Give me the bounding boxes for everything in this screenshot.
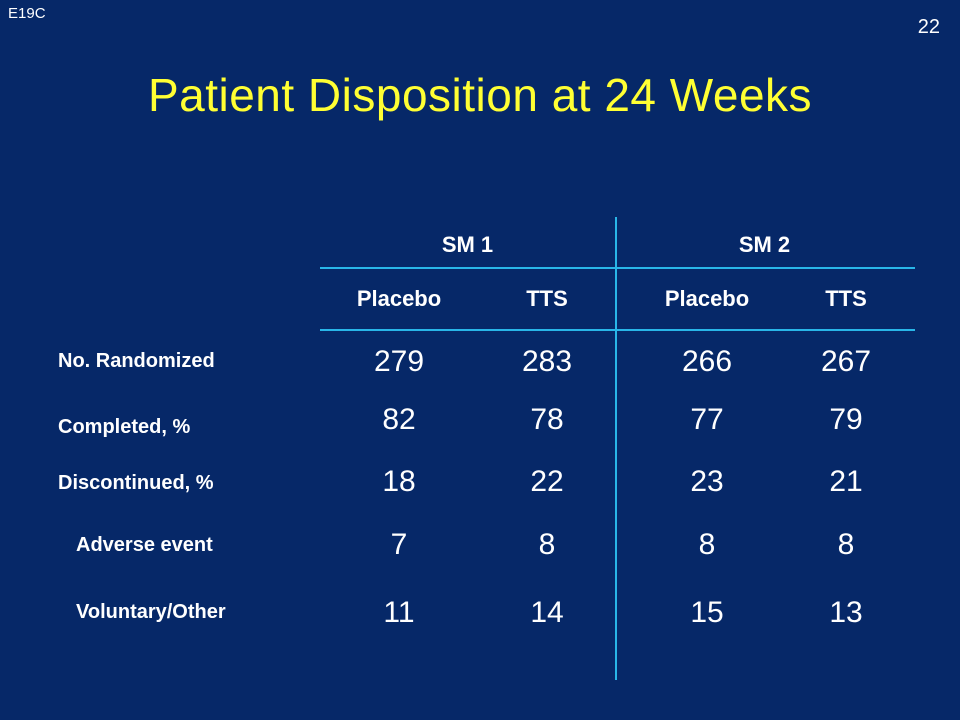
cell-completed-sm1-placebo: 82 (382, 403, 416, 436)
group-divider-vertical (615, 217, 617, 680)
cell-completed-sm2-placebo: 77 (690, 403, 724, 436)
group-header-sm2: SM 2 (738, 232, 791, 257)
slide-title: Patient Disposition at 24 Weeks (147, 69, 813, 121)
cell-discontinued-sm2-tts: 21 (829, 465, 863, 498)
cell-voluntary-other-sm1-tts: 14 (530, 596, 564, 629)
row-label-no-randomized: No. Randomized (58, 350, 215, 372)
row-label-voluntary-other: Voluntary/Other (76, 601, 226, 623)
slide-id-label: E19C (8, 5, 46, 22)
row-label-discontinued: Discontinued, % (58, 472, 214, 494)
column-header-underline (320, 329, 915, 331)
cell-adverse-event-sm2-tts: 8 (837, 528, 855, 561)
cell-completed-sm2-tts: 79 (829, 403, 863, 436)
cell-adverse-event-sm1-tts: 8 (538, 528, 556, 561)
cell-no-randomized-sm2-placebo: 266 (681, 345, 733, 378)
page-number: 22 (917, 16, 940, 38)
cell-discontinued-sm1-placebo: 18 (382, 465, 416, 498)
row-label-completed: Completed, % (58, 416, 191, 438)
row-label-adverse-event: Adverse event (76, 534, 213, 556)
column-header-sm1-tts: TTS (526, 286, 568, 311)
cell-voluntary-other-sm2-placebo: 15 (690, 596, 724, 629)
cell-adverse-event-sm2-placebo: 8 (698, 528, 716, 561)
cell-discontinued-sm1-tts: 22 (530, 465, 564, 498)
cell-voluntary-other-sm2-tts: 13 (829, 596, 863, 629)
column-header-sm2-placebo: Placebo (664, 286, 750, 311)
cell-no-randomized-sm1-placebo: 279 (373, 345, 425, 378)
column-header-sm1-placebo: Placebo (356, 286, 442, 311)
group-header-sm1: SM 1 (441, 232, 494, 257)
cell-voluntary-other-sm1-placebo: 11 (383, 596, 415, 629)
cell-no-randomized-sm2-tts: 267 (820, 345, 872, 378)
column-header-sm2-tts: TTS (825, 286, 867, 311)
cell-adverse-event-sm1-placebo: 7 (390, 528, 408, 561)
cell-no-randomized-sm1-tts: 283 (521, 345, 573, 378)
cell-completed-sm1-tts: 78 (530, 403, 564, 436)
group-header-underline (320, 267, 915, 269)
cell-discontinued-sm2-placebo: 23 (690, 465, 724, 498)
